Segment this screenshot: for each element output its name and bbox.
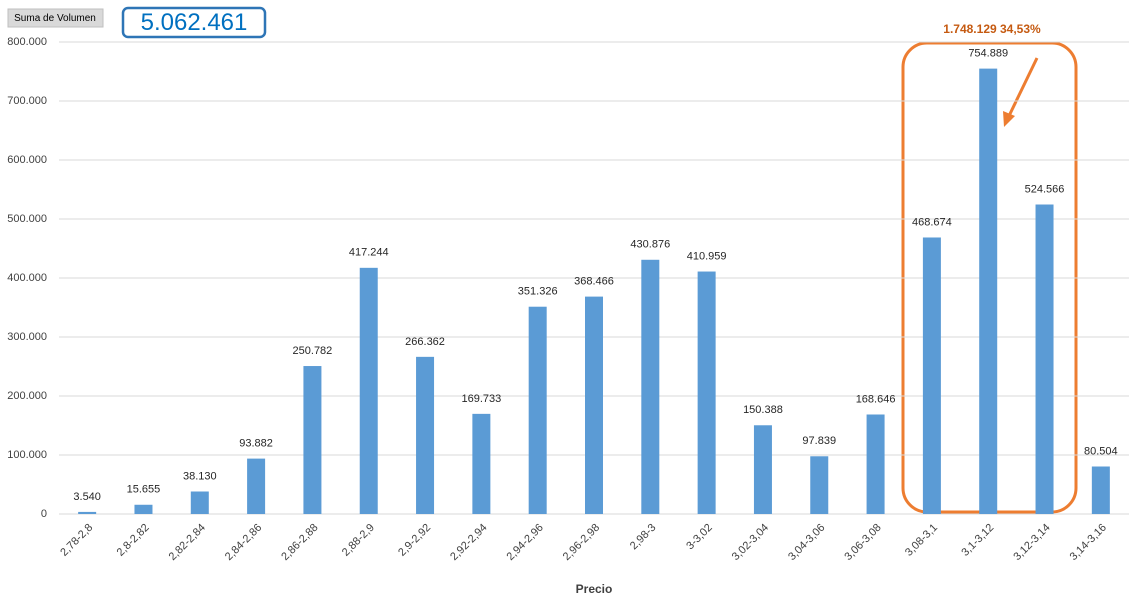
x-tick-label: 3,1-3,12	[959, 522, 996, 559]
x-tick-label: 3-3,02	[684, 522, 715, 553]
value-label: 266.362	[405, 336, 445, 348]
bar	[416, 356, 435, 514]
bar	[528, 306, 547, 514]
value-label: 80.504	[1084, 445, 1118, 457]
value-label: 93.882	[239, 438, 273, 450]
value-label: 417.244	[349, 247, 389, 259]
bar	[1091, 466, 1110, 514]
bar	[585, 296, 603, 514]
bar	[641, 259, 660, 514]
value-label: 524.566	[1025, 183, 1065, 195]
x-tick-label: 3,04-3,06	[786, 522, 827, 563]
value-label: 351.326	[518, 286, 558, 298]
x-tick-label: 2,88-2,9	[340, 522, 377, 559]
value-label: 410.959	[687, 250, 727, 262]
y-tick-label: 200.000	[7, 390, 47, 402]
bar	[810, 456, 829, 514]
value-label: 3.540	[73, 491, 101, 503]
x-tick-label: 2,92-2,94	[448, 522, 489, 563]
x-tick-label: 3,14-3,16	[1068, 522, 1109, 563]
value-label: 368.466	[574, 276, 614, 288]
y-tick-label: 400.000	[7, 272, 47, 284]
x-tick-label: 2,94-2,96	[505, 522, 546, 563]
x-tick-label: 2,98-3	[628, 522, 659, 553]
total: 5.062.461	[141, 9, 248, 36]
value-label: 38.130	[183, 470, 217, 482]
bar	[247, 458, 266, 514]
bar	[1035, 204, 1054, 515]
bar	[866, 414, 885, 514]
value-label: 15.655	[127, 484, 161, 496]
value-label: 97.839	[802, 435, 836, 447]
x-tick-label: 2,78-2,8	[58, 522, 95, 559]
y-tick-label: 700.000	[7, 95, 47, 107]
x-tick-label: 3,12-3,14	[1011, 522, 1052, 563]
value-label: 250.782	[293, 345, 333, 357]
bar	[753, 425, 772, 514]
bar	[134, 504, 153, 514]
x-tick-label: 3,06-3,08	[842, 522, 883, 563]
x-tick-label: 3,08-3,1	[903, 522, 940, 559]
arrow-head	[1003, 111, 1015, 127]
value-label: 168.646	[856, 393, 896, 405]
annotation: 1.748.129 34,53%	[943, 22, 1041, 36]
y-tick-label: 300.000	[7, 331, 47, 343]
x-axis-title: Precio	[576, 582, 613, 596]
x-tick-label: 2,9-2,92	[396, 522, 433, 559]
x-tick-label: 3,02-3,04	[730, 522, 771, 563]
bar	[697, 271, 716, 514]
value-label: 150.388	[743, 404, 783, 416]
y-tick-label: 500.000	[7, 213, 47, 225]
x-tick-label: 2,86-2,88	[279, 522, 320, 563]
x-tick-label: 2,8-2,82	[115, 522, 152, 559]
y-tick-label: 800.000	[7, 36, 47, 48]
value-label: 468.674	[912, 216, 952, 228]
value-label: 169.733	[461, 393, 501, 405]
bar	[78, 511, 97, 514]
value-label: 430.876	[630, 239, 670, 251]
field-button-bg[interactable]	[7, 8, 104, 28]
bar	[359, 267, 378, 514]
field-button[interactable]: Suma de Volumen	[14, 13, 96, 24]
y-tick-label: 600.000	[7, 154, 47, 166]
bar	[303, 366, 322, 514]
value-label: 754.889	[968, 48, 1008, 60]
x-tick-label: 2,84-2,86	[223, 522, 264, 563]
x-tick-label: 2,82-2,84	[167, 522, 208, 563]
bar	[190, 491, 209, 514]
y-tick-label: 0	[41, 508, 47, 520]
x-tick-label: 2,96-2,98	[561, 522, 602, 563]
bar	[979, 68, 998, 515]
bar	[922, 237, 941, 514]
total-box	[121, 6, 267, 39]
y-tick-label: 100.000	[7, 449, 47, 461]
bar	[472, 413, 491, 514]
arrow	[1006, 57, 1039, 119]
